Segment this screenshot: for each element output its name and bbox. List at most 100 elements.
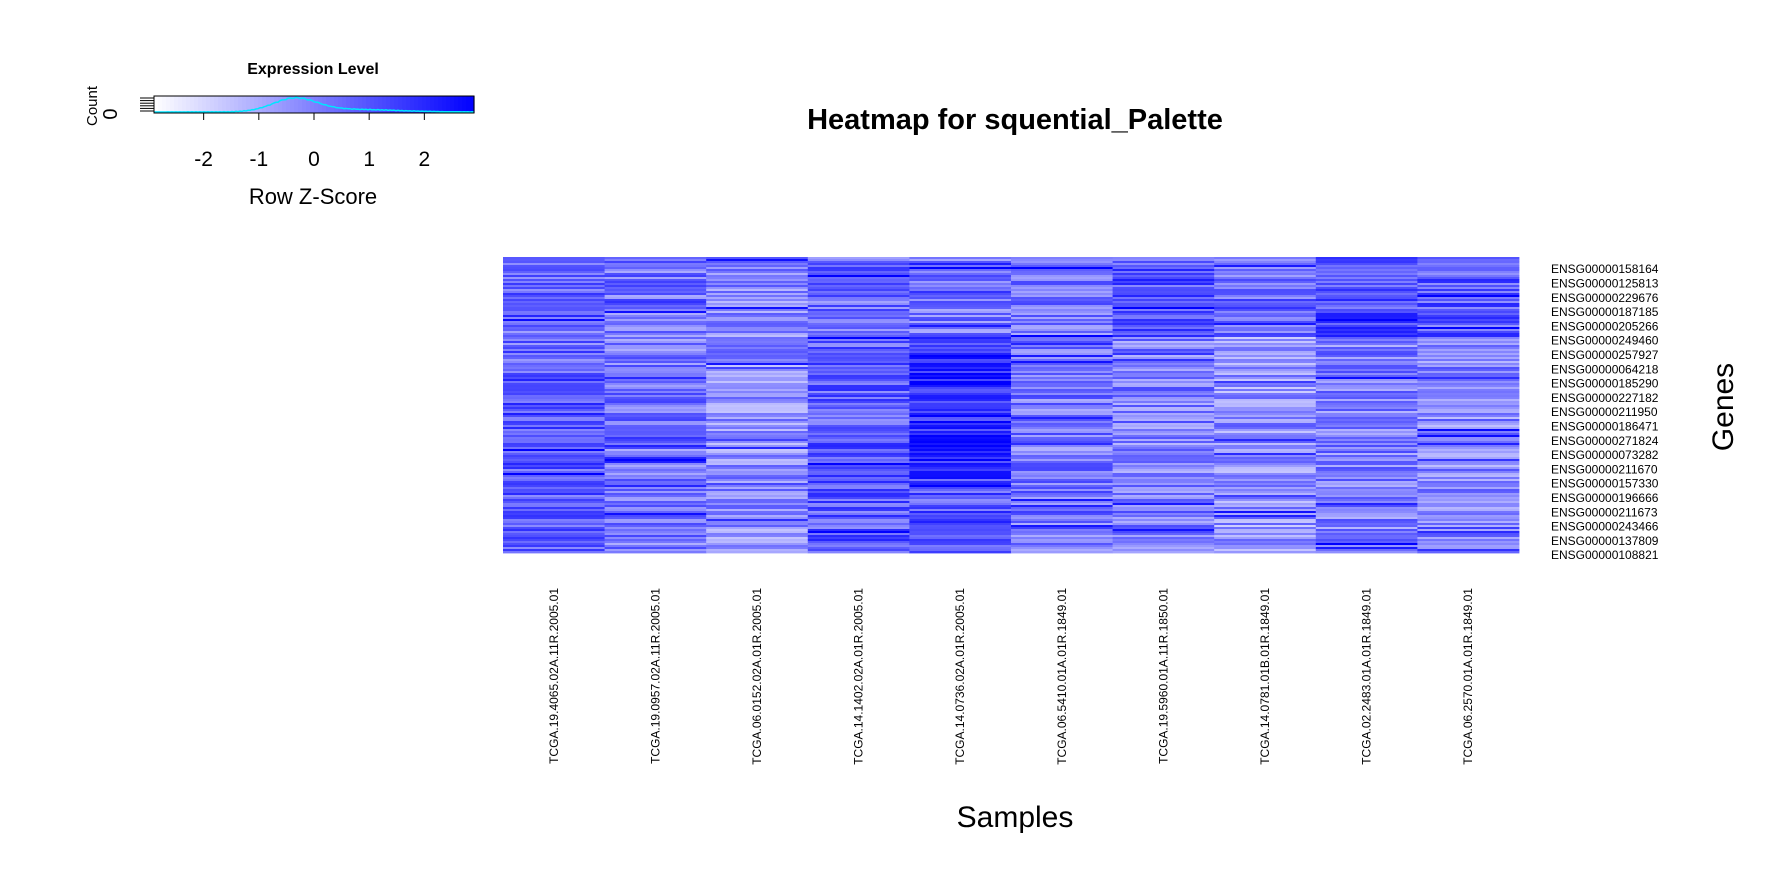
heatmap-cell (1011, 391, 1113, 394)
heatmap-cell (503, 327, 605, 330)
heatmap-cell (909, 503, 1012, 506)
heatmap-cell (706, 357, 809, 360)
heatmap-cell (604, 473, 707, 476)
heatmap-cell (807, 447, 910, 450)
heatmap-cell (503, 487, 605, 490)
heatmap-cell (1011, 533, 1113, 536)
heatmap-cell (1214, 267, 1317, 270)
heatmap-cell (1417, 529, 1520, 532)
heatmap-cell (1315, 287, 1418, 290)
heatmap-cell (1214, 535, 1317, 538)
heatmap-cell (1315, 507, 1418, 510)
heatmap-cell (1315, 421, 1418, 424)
heatmap-cell (503, 295, 605, 298)
heatmap-cell (1315, 547, 1418, 550)
heatmap-cell (1112, 399, 1215, 402)
heatmap-cell (1315, 385, 1418, 388)
heatmap-cell (1011, 481, 1113, 484)
heatmap-cell (1315, 481, 1418, 484)
heatmap-cell (909, 411, 1012, 414)
heatmap-cell (1112, 315, 1215, 318)
heatmap-cell (1112, 501, 1215, 504)
color-key-gradient-segment (298, 96, 303, 113)
heatmap-cell (503, 473, 605, 476)
heatmap-cell (604, 303, 707, 306)
heatmap-cell (1315, 341, 1418, 344)
heatmap-cell (807, 281, 910, 284)
heatmap-cell (706, 385, 809, 388)
heatmap-cell (503, 329, 605, 332)
heatmap-cell (503, 413, 605, 416)
heatmap-cell (1417, 337, 1520, 340)
heatmap-cell (807, 427, 910, 430)
heatmap-cell (807, 503, 910, 506)
heatmap-cell (604, 277, 707, 280)
color-key-gradient-segment (450, 96, 455, 113)
heatmap-cell (706, 485, 809, 488)
heatmap-cell (1112, 453, 1215, 456)
heatmap-cell (503, 533, 605, 536)
heatmap-cell (1112, 335, 1215, 338)
heatmap-cell (604, 331, 707, 334)
heatmap-cell (1011, 303, 1113, 306)
heatmap-cell (1011, 547, 1113, 550)
heatmap-cell (1112, 337, 1215, 340)
heatmap-cell (909, 287, 1012, 290)
heatmap-cell (1112, 271, 1215, 274)
heatmap-cell (1112, 285, 1215, 288)
heatmap-cell (1417, 263, 1520, 266)
heatmap-cell (1011, 335, 1113, 338)
heatmap-cell (503, 411, 605, 414)
heatmap-cell (807, 541, 910, 544)
heatmap-cell (503, 317, 605, 320)
heatmap-cell (1417, 409, 1520, 412)
heatmap-cell (1214, 379, 1317, 382)
heatmap-cell (1112, 441, 1215, 444)
heatmap-cell (503, 503, 605, 506)
heatmap-cell (1214, 373, 1317, 376)
heatmap-cell (909, 273, 1012, 276)
heatmap-cell (1315, 539, 1418, 542)
heatmap-cell (706, 293, 809, 296)
heatmap-cell (503, 375, 605, 378)
heatmap-cell (807, 505, 910, 508)
heatmap-cell (1011, 545, 1113, 548)
heatmap-cell (909, 353, 1012, 356)
heatmap-cell (909, 299, 1012, 302)
heatmap-cell (1417, 273, 1520, 276)
heatmap-cell (1214, 539, 1317, 542)
heatmap-cell (807, 271, 910, 274)
heatmap-cell (503, 459, 605, 462)
heatmap-cell (1112, 279, 1215, 282)
heatmap-cell (1315, 295, 1418, 298)
heatmap-cell (1011, 275, 1113, 278)
heatmap-cell (1011, 269, 1113, 272)
heatmap-cell (1315, 277, 1418, 280)
heatmap-cell (909, 361, 1012, 364)
heatmap-cell (604, 547, 707, 550)
heatmap-cell (1315, 329, 1418, 332)
heatmap-cell (1315, 487, 1418, 490)
heatmap-cell (706, 479, 809, 482)
heatmap-cell (1417, 287, 1520, 290)
heatmap-cell (1315, 357, 1418, 360)
heatmap-cell (1112, 431, 1215, 434)
heatmap-cell (1011, 293, 1113, 296)
heatmap-cell (706, 475, 809, 478)
heatmap-cell (1112, 409, 1215, 412)
heatmap-cell (1417, 275, 1520, 278)
heatmap-cell (503, 551, 605, 554)
heatmap-cell (807, 279, 910, 282)
heatmap-cell (503, 341, 605, 344)
color-key-gradient-segment (466, 96, 471, 113)
color-key-gradient-segment (314, 96, 319, 113)
color-key-gradient-segment (430, 96, 435, 113)
heatmap-cell (1112, 513, 1215, 516)
heatmap-cell (1214, 303, 1317, 306)
heatmap-cell (1315, 285, 1418, 288)
heatmap-cell (1112, 411, 1215, 414)
heatmap-cell (1315, 325, 1418, 328)
color-key-gradient-segment (238, 96, 243, 113)
heatmap-cell (1315, 473, 1418, 476)
heatmap-cell (1112, 531, 1215, 534)
